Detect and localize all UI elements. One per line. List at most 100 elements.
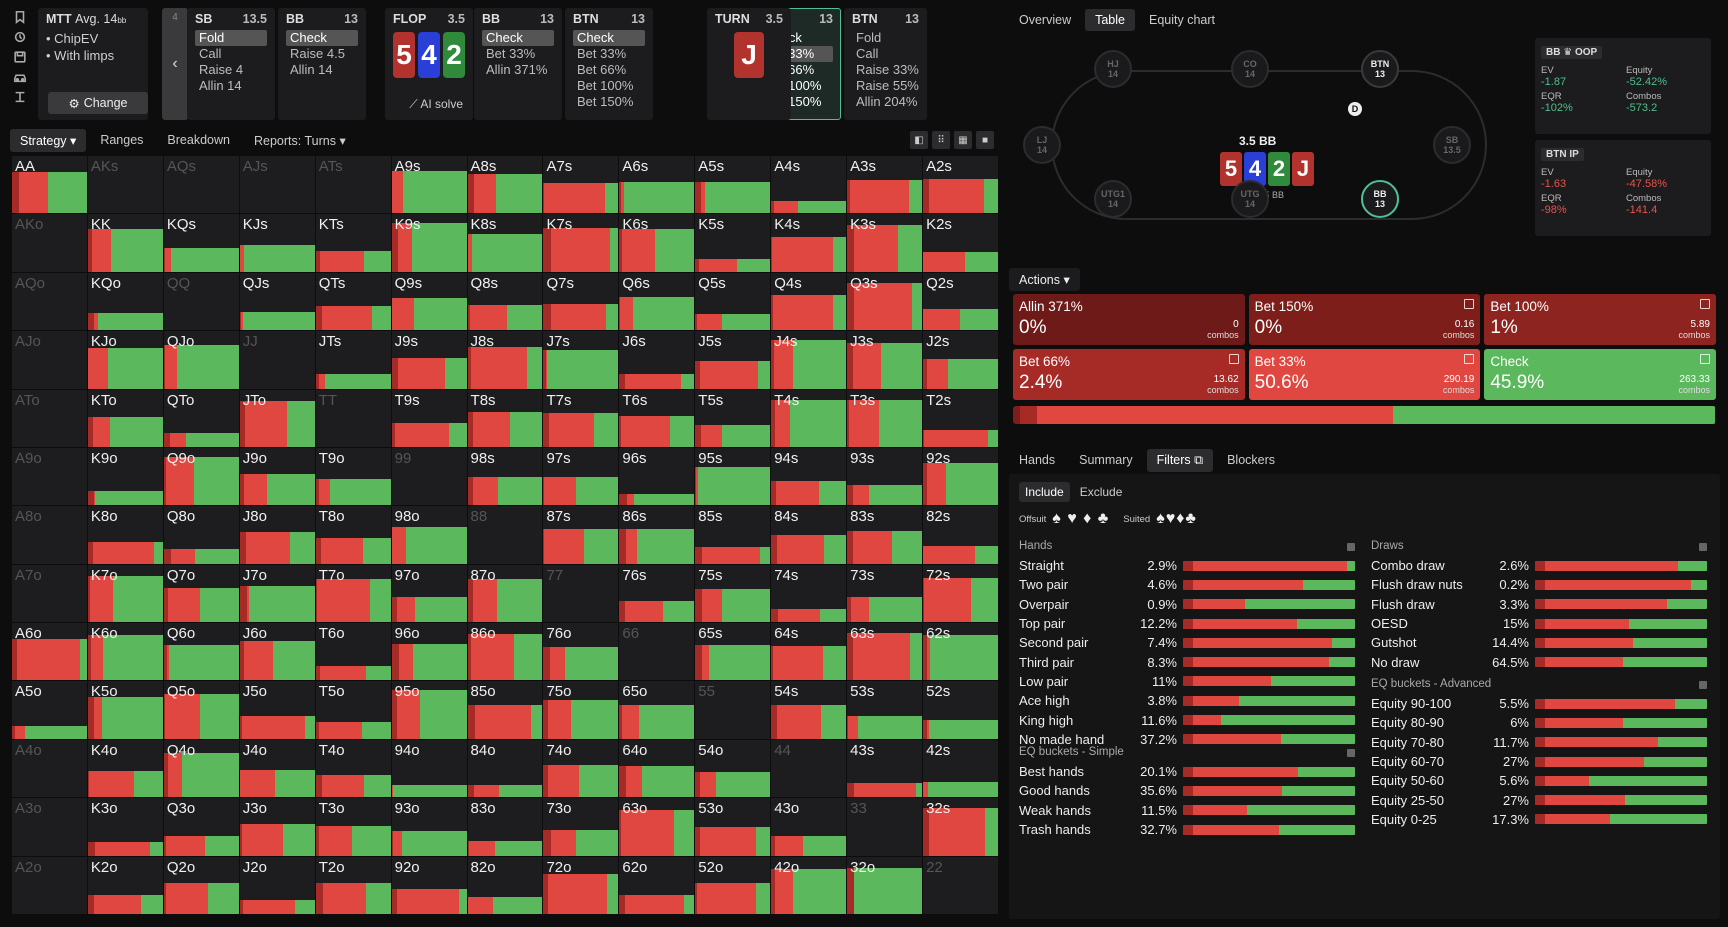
hand-cell[interactable]: AKo [12,214,87,272]
suited-suit-icons[interactable]: ♠♥♦♣ [1156,510,1197,527]
hand-cell[interactable]: T4s [771,389,847,447]
hand-cell[interactable]: A3o [12,798,87,856]
filter-row[interactable]: Straight 2.9% [1019,556,1355,575]
hand-cell[interactable]: 85s [695,506,771,564]
hand-cell[interactable]: A6s [619,156,695,214]
hand-cell[interactable]: Q8s [467,272,543,331]
action-option[interactable]: Raise 33% [856,62,919,77]
hand-cell[interactable]: Q9s [391,272,467,331]
toggle-icon[interactable] [1347,749,1355,757]
small-grid-icon[interactable]: ⠿ [932,131,950,149]
hand-cell[interactable]: 87o [467,564,543,623]
hand-cell[interactable]: A7o [12,564,87,623]
ai-solve-button[interactable]: ⟋ AI solve [409,97,463,112]
filter-row[interactable]: Third pair 8.3% [1019,652,1355,671]
hand-cell[interactable]: T2o [315,856,391,914]
hand-cell[interactable]: T8o [315,506,391,564]
hand-cell[interactable]: 72o [543,856,619,914]
hand-cell[interactable]: QTs [315,272,391,331]
hand-cell[interactable]: 96o [391,623,467,681]
hand-cell[interactable]: A3s [847,156,923,214]
action-card-btn[interactable]: BTN 13 Fold Call Raise 33% Raise 55% Allin 204… [844,8,927,120]
hand-cell[interactable]: K3o [87,798,163,856]
hand-cell[interactable]: TT [315,389,391,447]
seat-co[interactable]: CO 14 [1231,50,1269,88]
seat-utg1[interactable]: UTG1 14 [1094,180,1132,218]
flop-card[interactable]: FLOP 3.5 5 4 2 ⟋ AI solve [385,8,473,120]
hand-cell[interactable]: 92o [391,856,467,914]
action-option[interactable]: Raise 4 [199,62,244,77]
hand-cell[interactable]: Q2o [163,856,239,914]
hand-cell[interactable]: J7s [543,331,619,389]
hand-cell[interactable]: A2o [12,856,87,914]
tab-blockers[interactable]: Blockers [1217,449,1285,471]
hand-cell[interactable]: AQs [163,156,239,214]
hand-cell[interactable]: Q8o [163,506,239,564]
tab-breakdown[interactable]: Breakdown [157,129,240,151]
car-icon[interactable] [13,70,27,84]
action-card-bb[interactable]: BB 13 Check Bet 33% Allin 371% [474,8,562,120]
filter-row[interactable]: Best hands 20.1% [1019,762,1355,781]
hand-cell[interactable]: 72s [923,564,998,623]
filter-row[interactable]: Equity 60-70 27% [1371,752,1707,771]
filter-row[interactable]: Equity 50-60 5.6% [1371,771,1707,790]
hand-cell[interactable]: 43o [771,798,847,856]
hand-cell[interactable]: J3s [847,331,923,389]
hand-cell[interactable]: 92s [923,447,998,506]
hand-cell[interactable]: KK [87,214,163,272]
hand-cell[interactable]: ATo [12,389,87,447]
hand-cell[interactable]: K5o [87,681,163,739]
action-card-btn[interactable]: BTN 13 Check Bet 33% Bet 66% Bet 100% Bet 150% [565,8,653,120]
hand-cell[interactable]: 62o [619,856,695,914]
hand-cell[interactable]: T9o [315,447,391,506]
tab-overview[interactable]: Overview [1009,9,1081,31]
hand-cell[interactable]: QJo [163,331,239,389]
seat-utg[interactable]: UTG 14 [1231,180,1269,218]
action-option[interactable]: Call [199,46,222,61]
hand-cell[interactable]: A8o [12,506,87,564]
filter-row[interactable]: Equity 80-90 6% [1371,713,1707,732]
hand-cell[interactable]: K2o [87,856,163,914]
hand-cell[interactable]: Q6o [163,623,239,681]
filter-row[interactable]: Good hands 35.6% [1019,781,1355,800]
hand-cell[interactable]: 85o [467,681,543,739]
hand-cell[interactable]: KQo [87,272,163,331]
hand-cell[interactable]: KQs [163,214,239,272]
hand-cell[interactable]: K4s [771,214,847,272]
action-option[interactable]: Raise 4.5 [290,46,345,61]
hand-cell[interactable]: J8s [467,331,543,389]
hand-cell[interactable]: 95s [695,447,771,506]
hand-cell[interactable]: J5s [695,331,771,389]
tab-reports[interactable]: Reports: Turns ▾ [244,129,356,152]
hand-cell[interactable]: J4o [239,739,315,798]
tab-filters[interactable]: Filters ⧉ [1146,448,1214,472]
hand-cell[interactable]: 94s [771,447,847,506]
hand-cell[interactable]: 83s [847,506,923,564]
hand-cell[interactable]: T5o [315,681,391,739]
toggle-icon[interactable] [1699,681,1707,689]
hand-cell[interactable]: JTs [315,331,391,389]
hand-cell[interactable]: 74s [771,564,847,623]
details-icon[interactable] [1464,354,1475,364]
hand-cell[interactable]: AKs [87,156,163,214]
hand-cell[interactable]: Q5o [163,681,239,739]
tab-table[interactable]: Table [1085,9,1135,31]
hand-cell[interactable]: 63s [847,623,923,681]
hand-cell[interactable]: 87s [543,506,619,564]
filter-row[interactable]: Equity 25-50 27% [1371,790,1707,809]
seat-hj[interactable]: HJ 14 [1094,50,1132,88]
action-option[interactable]: Raise 55% [856,78,919,93]
hand-cell[interactable]: Q7o [163,564,239,623]
action-option[interactable]: Call [856,46,879,61]
hand-cell[interactable]: K8o [87,506,163,564]
hand-cell[interactable]: 52s [923,681,998,739]
hand-cell[interactable]: Q9o [163,447,239,506]
hand-cell[interactable]: A4o [12,739,87,798]
hand-cell[interactable]: 44 [771,739,847,798]
hand-cell[interactable]: 73s [847,564,923,623]
hand-cell[interactable]: A5o [12,681,87,739]
action-option[interactable]: Allin 204% [856,94,918,109]
hand-cell[interactable]: KTo [87,389,163,447]
filter-row[interactable]: OESD 15% [1371,614,1707,633]
tab-ranges[interactable]: Ranges [90,129,153,151]
